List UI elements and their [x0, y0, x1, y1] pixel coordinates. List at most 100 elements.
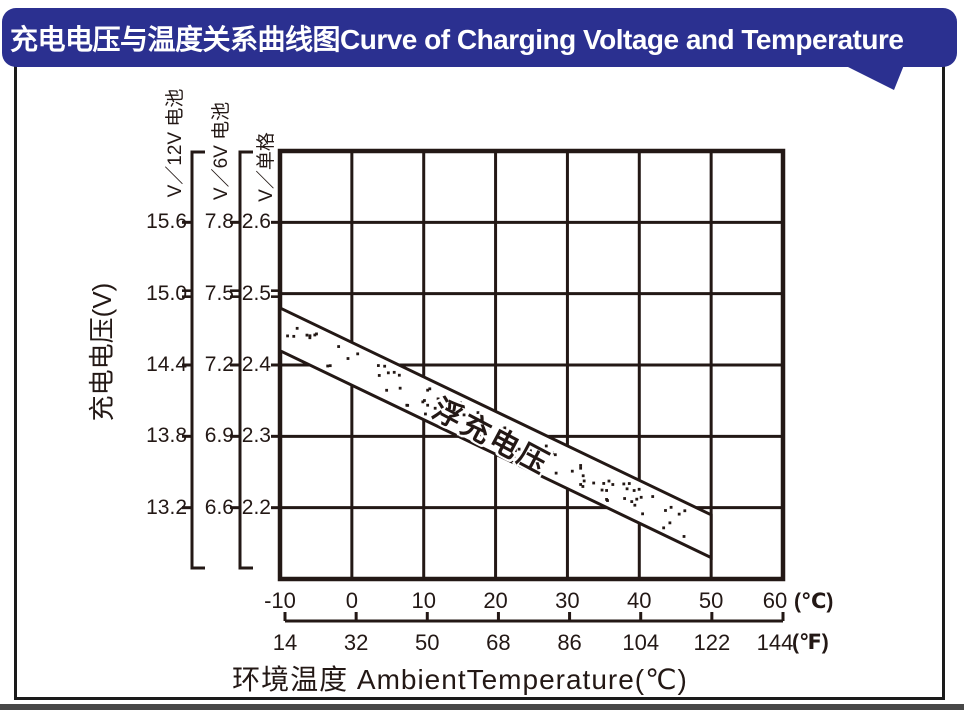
band-dot — [476, 411, 480, 415]
band-dot — [337, 345, 341, 348]
band-dot — [292, 334, 296, 338]
band-dot — [683, 509, 687, 513]
x-tick-label-fahrenheit: 50 — [415, 630, 440, 655]
title-banner: 充电电压与温度关系曲线图Curve of Charging Voltage an… — [2, 8, 957, 67]
y-axis-label-12v: V／12V 电池 — [165, 88, 186, 198]
band-dot — [510, 438, 514, 442]
band-dot — [581, 485, 585, 488]
band-dot — [474, 415, 477, 418]
band-dot — [570, 469, 574, 473]
band-dot — [540, 457, 544, 461]
band-dot — [669, 505, 673, 509]
band-dot — [639, 495, 643, 499]
band-dot — [622, 482, 626, 486]
band-dot — [611, 483, 615, 486]
band-dot — [436, 397, 440, 401]
band-dot — [607, 479, 611, 483]
band-dot — [630, 500, 634, 503]
banner-title: 充电电压与温度关系曲线图Curve of Charging Voltage an… — [10, 23, 904, 55]
band-dot — [433, 406, 437, 410]
y-tick-label: 7.8 — [204, 210, 234, 234]
y-tick-label: 6.9 — [204, 424, 234, 448]
fahrenheit-unit-label: (℉) — [792, 631, 829, 654]
band-dot — [356, 352, 360, 356]
y-axis-label-6v: V／6V 电池 — [211, 101, 232, 201]
band-dot — [627, 482, 631, 485]
band-dot — [428, 387, 432, 391]
band-dot — [550, 451, 554, 455]
voltage-scale-bracket — [190, 150, 205, 570]
band-dot — [637, 487, 641, 491]
band-dot — [286, 334, 289, 338]
band-dot — [677, 512, 681, 516]
band-dot — [554, 471, 558, 475]
band-dot — [605, 497, 608, 501]
band-dot — [443, 409, 447, 413]
band-dot — [295, 326, 299, 330]
band-dot — [423, 399, 426, 402]
band-dot — [398, 386, 402, 390]
band-dot — [308, 336, 312, 340]
y-tick-label: 6.6 — [204, 495, 234, 519]
x-tick-label-fahrenheit: 86 — [557, 630, 582, 655]
band-dot — [315, 332, 318, 336]
band-dot — [328, 364, 332, 368]
band-dot — [377, 374, 381, 377]
x-tick-label-celsius: 0 — [345, 588, 358, 613]
band-dot — [632, 489, 636, 492]
band-dot — [530, 452, 533, 455]
x-tick-label-fahrenheit: 144 — [756, 630, 794, 655]
band-dot — [385, 388, 389, 392]
band-dot — [517, 447, 521, 451]
band-dot — [503, 426, 507, 430]
page-bottom-edge — [0, 704, 964, 710]
band-dot — [579, 464, 583, 467]
band-dot — [326, 364, 330, 368]
band-dot — [635, 497, 639, 501]
band-dot — [421, 400, 425, 404]
y-tick-label: 2.3 — [241, 424, 271, 448]
band-dot — [682, 535, 686, 538]
y-tick-label: 15.0 — [146, 281, 187, 305]
y-tick-label: 2.6 — [241, 210, 271, 234]
band-dot — [501, 427, 505, 431]
celsius-unit-label: (℃) — [794, 590, 834, 613]
band-dot — [664, 509, 667, 512]
band-dot — [529, 449, 532, 453]
band-dot — [459, 401, 463, 405]
x-tick-label-fahrenheit: 32 — [343, 630, 369, 655]
band-dot — [592, 481, 596, 485]
y-axis-label-cell: V／单格 — [256, 132, 277, 202]
x-tick-label-celsius: 60 — [762, 588, 788, 613]
x-tick-label-fahrenheit: 122 — [693, 630, 731, 655]
x-tick-label-celsius: 30 — [555, 588, 580, 613]
band-dot — [313, 333, 317, 337]
band-dot — [581, 474, 585, 478]
band-dot — [623, 497, 627, 500]
band-dot — [376, 364, 380, 367]
band-dot — [479, 433, 483, 437]
band-dot — [305, 333, 309, 337]
y-tick-label: 7.5 — [204, 281, 234, 305]
x-tick-label-celsius: 40 — [627, 588, 652, 613]
band-dot — [579, 466, 583, 470]
band-dot — [513, 449, 517, 453]
band-dot — [504, 435, 508, 439]
x-tick-label-fahrenheit: 68 — [486, 630, 511, 655]
band-dot — [668, 521, 672, 525]
band-dot — [662, 526, 666, 530]
x-tick-label-fahrenheit: 14 — [272, 630, 298, 655]
band-dot — [651, 495, 655, 498]
band-dot — [512, 455, 516, 458]
band-dot — [582, 479, 586, 483]
y-tick-label: 2.5 — [241, 281, 271, 305]
band-dot — [544, 444, 548, 448]
band-dot — [579, 483, 583, 486]
x-tick-label-celsius: 50 — [698, 588, 724, 613]
band-dot — [488, 427, 492, 430]
y-tick-label: 14.4 — [146, 353, 187, 376]
x-tick-label-fahrenheit: 104 — [622, 630, 660, 655]
x-axis-title: 环境温度 AmbientTemperature(℃) — [232, 664, 688, 695]
